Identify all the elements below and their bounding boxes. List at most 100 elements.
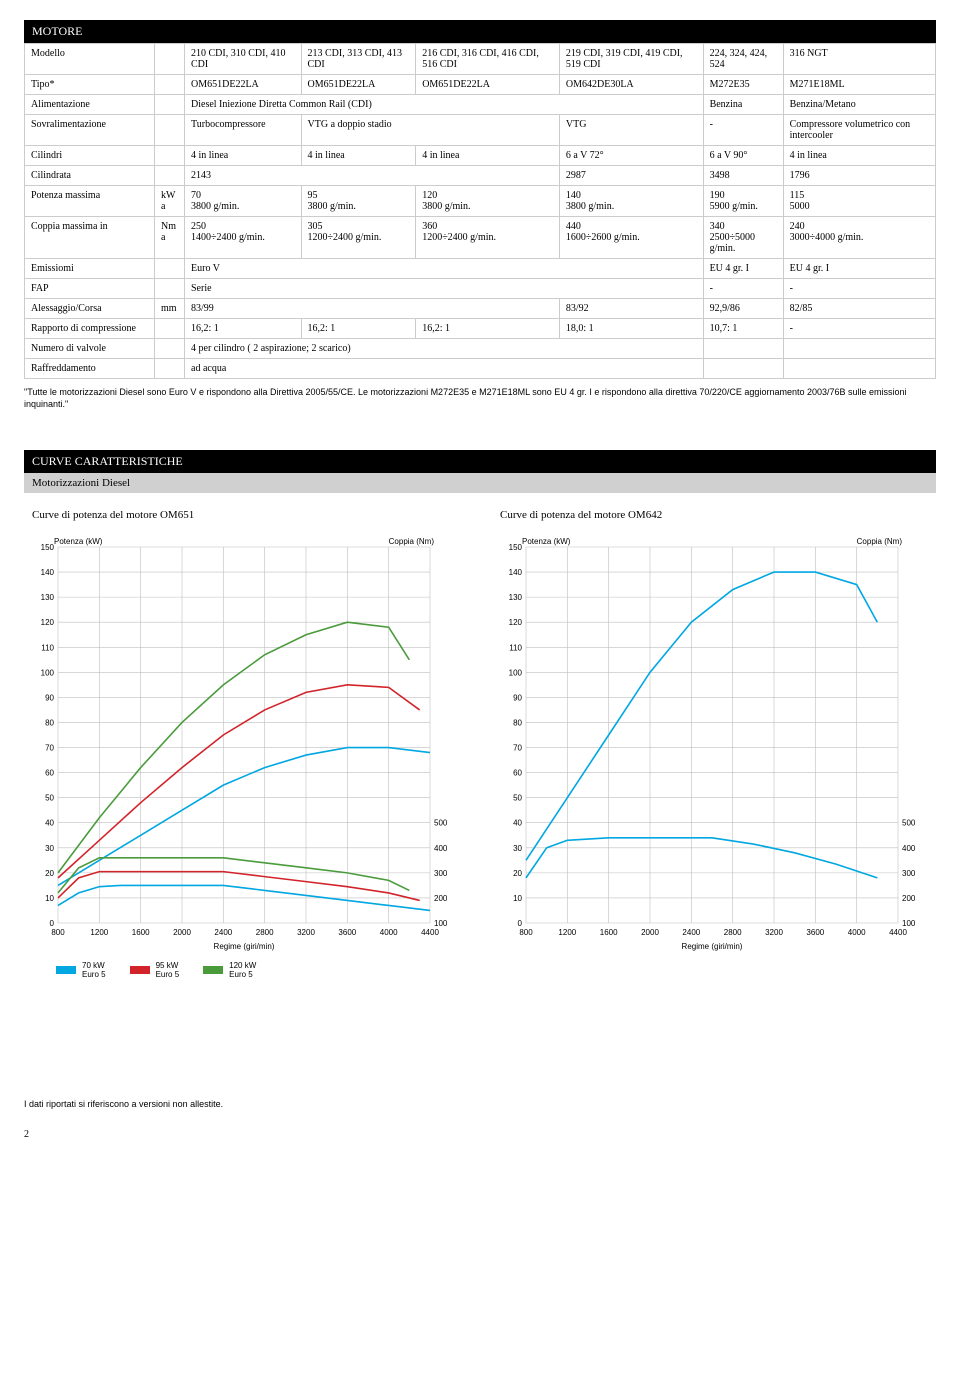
- svg-text:20: 20: [513, 869, 522, 878]
- svg-text:4000: 4000: [380, 928, 398, 937]
- svg-text:10: 10: [513, 894, 522, 903]
- curve-header: CURVE CARATTERISTICHE: [24, 450, 936, 473]
- row-value: 190 5900 g/min.: [703, 186, 783, 217]
- row-value: Benzina: [703, 95, 783, 115]
- svg-text:2000: 2000: [641, 928, 659, 937]
- row-value: 92,9/86: [703, 299, 783, 319]
- row-value: [783, 359, 935, 379]
- svg-text:100: 100: [902, 919, 916, 928]
- row-value: 3498: [703, 166, 783, 186]
- row-value: OM642DE30LA: [559, 75, 703, 95]
- row-unit: [155, 339, 185, 359]
- row-unit: [155, 319, 185, 339]
- svg-text:400: 400: [902, 844, 916, 853]
- row-value: Diesel Iniezione Diretta Common Rail (CD…: [185, 95, 704, 115]
- row-value: EU 4 gr. I: [703, 259, 783, 279]
- row-value: M271E18ML: [783, 75, 935, 95]
- chart-title-om642: Curve di potenza del motore OM642: [492, 509, 936, 521]
- row-value: 4 per cilindro ( 2 aspirazione; 2 scaric…: [185, 339, 704, 359]
- row-unit: [155, 279, 185, 299]
- legend-item: 120 kW Euro 5: [203, 961, 256, 979]
- row-value: 95 3800 g/min.: [301, 186, 416, 217]
- row-label: Rapporto di compressione: [25, 319, 155, 339]
- page-number: 2: [24, 1129, 936, 1140]
- row-value: 10,7: 1: [703, 319, 783, 339]
- svg-text:140: 140: [509, 568, 523, 577]
- chart-legend: 70 kW Euro 5 95 kW Euro 5 120 kW Euro 5: [24, 961, 468, 979]
- svg-text:100: 100: [509, 669, 523, 678]
- legend-swatch: [130, 966, 150, 974]
- row-value: [783, 339, 935, 359]
- row-value: Turbocompressore: [185, 115, 302, 146]
- row-value: 18,0: 1: [559, 319, 703, 339]
- row-value: 70 3800 g/min.: [185, 186, 302, 217]
- svg-text:1600: 1600: [600, 928, 618, 937]
- row-value: Compressore volumetrico con intercooler: [783, 115, 935, 146]
- row-label: Emissiomi: [25, 259, 155, 279]
- svg-text:120: 120: [509, 619, 523, 628]
- row-value: 360 1200÷2400 g/min.: [416, 217, 560, 259]
- row-value: [703, 339, 783, 359]
- svg-text:90: 90: [513, 694, 522, 703]
- row-value: 250 1400÷2400 g/min.: [185, 217, 302, 259]
- svg-text:100: 100: [41, 669, 55, 678]
- row-value: 2987: [559, 166, 703, 186]
- row-value: 4 in linea: [416, 146, 560, 166]
- row-value: 305 1200÷2400 g/min.: [301, 217, 416, 259]
- row-value: 224, 324, 424, 524: [703, 44, 783, 75]
- svg-text:1600: 1600: [132, 928, 150, 937]
- row-unit: [155, 359, 185, 379]
- svg-text:0: 0: [50, 919, 55, 928]
- svg-text:20: 20: [45, 869, 54, 878]
- svg-text:500: 500: [434, 819, 448, 828]
- legend-label: 120 kW Euro 5: [229, 961, 256, 979]
- legend-swatch: [56, 966, 76, 974]
- row-label: Numero di valvole: [25, 339, 155, 359]
- row-unit: Nm a: [155, 217, 185, 259]
- row-value: 240 3000÷4000 g/min.: [783, 217, 935, 259]
- chart-om651: 0102030405060708090100110120130140150800…: [24, 533, 468, 953]
- row-value: M272E35: [703, 75, 783, 95]
- svg-text:100: 100: [434, 919, 448, 928]
- svg-text:80: 80: [45, 719, 54, 728]
- row-unit: [155, 75, 185, 95]
- row-value: VTG: [559, 115, 703, 146]
- row-label: Cilindrata: [25, 166, 155, 186]
- svg-text:10: 10: [45, 894, 54, 903]
- row-value: -: [783, 279, 935, 299]
- row-unit: [155, 259, 185, 279]
- svg-text:60: 60: [45, 769, 54, 778]
- svg-text:50: 50: [45, 794, 54, 803]
- legend-swatch: [203, 966, 223, 974]
- svg-text:3200: 3200: [297, 928, 315, 937]
- row-unit: [155, 44, 185, 75]
- row-value: 316 NGT: [783, 44, 935, 75]
- row-label: Raffreddamento: [25, 359, 155, 379]
- row-value: 83/92: [559, 299, 703, 319]
- curve-subheader: Motorizzazioni Diesel: [24, 473, 936, 493]
- row-value: EU 4 gr. I: [783, 259, 935, 279]
- svg-text:200: 200: [902, 894, 916, 903]
- row-label: Coppia massima in: [25, 217, 155, 259]
- svg-text:2800: 2800: [256, 928, 274, 937]
- svg-text:30: 30: [513, 844, 522, 853]
- svg-text:400: 400: [434, 844, 448, 853]
- svg-text:1200: 1200: [558, 928, 576, 937]
- svg-text:3200: 3200: [765, 928, 783, 937]
- row-label: Sovralimentazione: [25, 115, 155, 146]
- svg-text:60: 60: [513, 769, 522, 778]
- row-value: -: [703, 279, 783, 299]
- legend-label: 95 kW Euro 5: [156, 961, 180, 979]
- row-value: Euro V: [185, 259, 704, 279]
- svg-text:130: 130: [509, 594, 523, 603]
- row-value: 2143: [185, 166, 560, 186]
- svg-text:Regime (giri/min): Regime (giri/min): [214, 942, 275, 951]
- legend-label: 70 kW Euro 5: [82, 961, 106, 979]
- row-unit: mm: [155, 299, 185, 319]
- row-value: 4 in linea: [783, 146, 935, 166]
- row-value: 16,2: 1: [301, 319, 416, 339]
- svg-text:300: 300: [434, 869, 448, 878]
- legend-item: 95 kW Euro 5: [130, 961, 180, 979]
- row-value: -: [703, 115, 783, 146]
- svg-text:130: 130: [41, 594, 55, 603]
